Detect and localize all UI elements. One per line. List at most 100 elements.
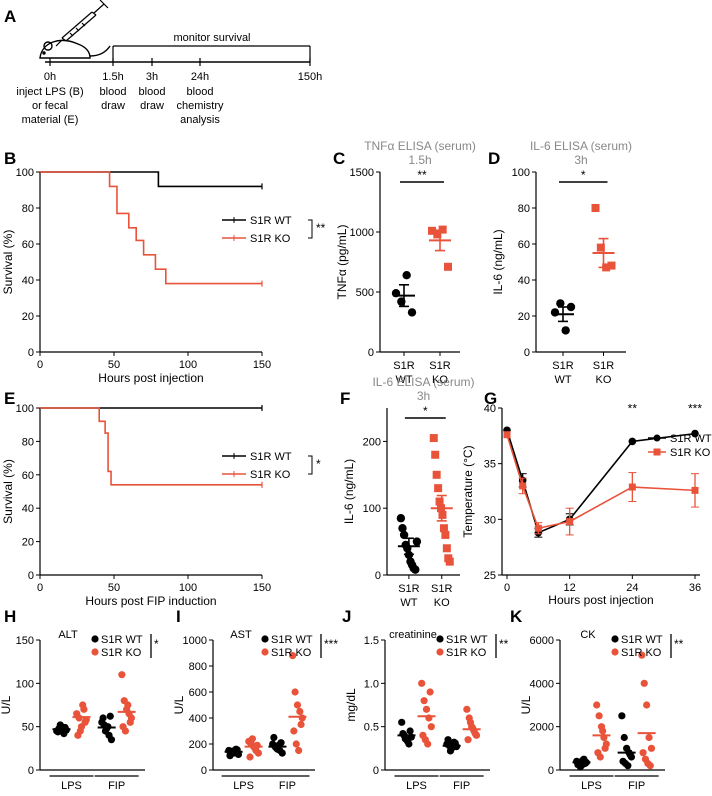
x-tick-label: 50 bbox=[108, 582, 120, 594]
chart-subtitle: 1.5h bbox=[408, 153, 431, 167]
data-point-ko bbox=[607, 261, 616, 270]
data-point-wt bbox=[398, 718, 406, 726]
monitor-survival-label: monitor survival bbox=[173, 32, 250, 44]
legend-marker bbox=[653, 448, 661, 456]
data-point-ko bbox=[639, 749, 647, 757]
panel-letter-e: E bbox=[4, 389, 15, 408]
data-point-wt bbox=[624, 762, 632, 770]
data-point-wt bbox=[402, 271, 411, 280]
y-tick-label: 0 bbox=[201, 765, 207, 777]
y-tick-label: 1500 bbox=[350, 167, 374, 179]
legend-label-wt: S1R WT bbox=[250, 215, 292, 227]
temp-line-ko bbox=[506, 434, 696, 530]
chart-E: E 0 20 40 60 80 100 Survival (%) 0 50 100 150 Hours … bbox=[1, 389, 321, 608]
y-tick-label: 2000 bbox=[530, 722, 554, 734]
data-point-ko bbox=[647, 744, 656, 752]
data-point-ko bbox=[439, 524, 448, 533]
data-point-ko bbox=[432, 470, 441, 479]
y-tick-label: 1.0 bbox=[364, 678, 379, 690]
legend-marker-wt bbox=[611, 635, 619, 643]
data-point-wt bbox=[106, 712, 114, 720]
panel-letter-i: I bbox=[176, 607, 181, 626]
data-point-ko bbox=[293, 701, 302, 709]
data-point-ko bbox=[418, 679, 426, 687]
chart-subtitle: 3h bbox=[417, 389, 430, 403]
y-tick-label: 100 bbox=[363, 503, 381, 515]
y-axis-label: U/L bbox=[172, 695, 186, 714]
data-point-wt bbox=[620, 733, 628, 742]
panel-letter-g: G bbox=[484, 389, 497, 408]
data-point-ko bbox=[638, 651, 646, 659]
legend-marker-ko bbox=[261, 648, 269, 656]
category-label-1: KO bbox=[434, 597, 450, 609]
y-tick-label: 20 bbox=[22, 311, 34, 323]
significance-label: *** bbox=[324, 637, 338, 651]
data-point-ko bbox=[466, 718, 475, 726]
category-label-0: S1R bbox=[552, 360, 573, 372]
y-tick-label: 0 bbox=[28, 347, 34, 359]
timepoint-time-3: 24h bbox=[191, 71, 209, 83]
category-label-1: KO bbox=[432, 374, 448, 386]
chart-title: CK bbox=[580, 629, 596, 641]
data-point-ko bbox=[566, 518, 574, 526]
y-tick-label: 25 bbox=[484, 570, 496, 582]
y-tick-label: 100 bbox=[16, 403, 34, 415]
legend-label-ko: S1R KO bbox=[670, 447, 711, 459]
y-tick-label: 1000 bbox=[183, 635, 207, 647]
category-label-1: S1R bbox=[431, 583, 452, 595]
y-axis-label: IL-6 (ng/mL) bbox=[491, 229, 505, 294]
y-tick-label: 200 bbox=[363, 436, 381, 448]
y-tick-label: 100 bbox=[512, 167, 530, 179]
timepoint-time-0: 0h bbox=[44, 71, 56, 83]
legend-marker-ko bbox=[436, 648, 444, 656]
chart-title: ALT bbox=[58, 629, 78, 641]
data-point-ko bbox=[427, 723, 435, 731]
y-tick-label: 200 bbox=[189, 739, 207, 751]
data-point-wt bbox=[446, 747, 455, 755]
data-point-wt bbox=[398, 524, 407, 533]
data-point-ko bbox=[691, 486, 699, 494]
significance-label: *** bbox=[688, 401, 702, 415]
legend-label-wt: S1R WT bbox=[446, 634, 488, 646]
y-tick-label: 150 bbox=[16, 635, 34, 647]
significance-bracket bbox=[308, 219, 313, 239]
x-tick-label: 150 bbox=[253, 359, 271, 371]
y-tick-label: 35 bbox=[484, 459, 496, 471]
x-axis-label: Hours post FIP induction bbox=[85, 594, 216, 608]
category-label-0: WT bbox=[400, 597, 417, 609]
data-point-ko bbox=[254, 749, 262, 757]
x-tick-label: 36 bbox=[689, 582, 701, 594]
data-point-ko bbox=[596, 243, 605, 252]
data-point-ko bbox=[628, 483, 636, 491]
legend-label-wt: S1R WT bbox=[101, 634, 143, 646]
y-tick-label: 100 bbox=[16, 678, 34, 690]
chart-C: C TNFα ELISA (serum)1.5h 0 500 1000 1500 TNFα … bbox=[333, 139, 476, 386]
timepoint-desc-0: inject LPS (B) bbox=[16, 86, 83, 98]
data-point-ko bbox=[424, 740, 432, 748]
y-tick-label: 40 bbox=[484, 403, 496, 415]
y-tick-label: 80 bbox=[518, 203, 530, 215]
y-tick-label: 20 bbox=[22, 537, 34, 549]
x-tick-label: 150 bbox=[253, 582, 271, 594]
y-tick-label: 600 bbox=[189, 687, 207, 699]
data-point-ko bbox=[124, 701, 132, 709]
y-tick-label: 0 bbox=[28, 570, 34, 582]
y-axis-label: mg/dL bbox=[344, 688, 358, 722]
data-point-ko bbox=[289, 652, 297, 660]
y-axis-label: Temperature (°C) bbox=[461, 445, 475, 537]
y-tick-label: 400 bbox=[189, 713, 207, 725]
timepoint-time-2: 3h bbox=[146, 71, 158, 83]
data-point-ko bbox=[534, 524, 542, 532]
significance-label: ** bbox=[628, 401, 638, 415]
data-point-wt bbox=[99, 714, 107, 722]
x-tick-label: 0 bbox=[504, 582, 510, 594]
y-axis-label: U/L bbox=[519, 695, 533, 714]
chart-subtitle: 3h bbox=[574, 153, 587, 167]
significance-label: ** bbox=[417, 168, 427, 182]
chart-title: TNFα ELISA (serum) bbox=[364, 139, 476, 153]
legend-label-ko: S1R KO bbox=[250, 233, 291, 245]
data-point-ko bbox=[503, 431, 511, 439]
category-label-1: S1R bbox=[429, 360, 450, 372]
group-label-fip: FIP bbox=[628, 780, 645, 791]
